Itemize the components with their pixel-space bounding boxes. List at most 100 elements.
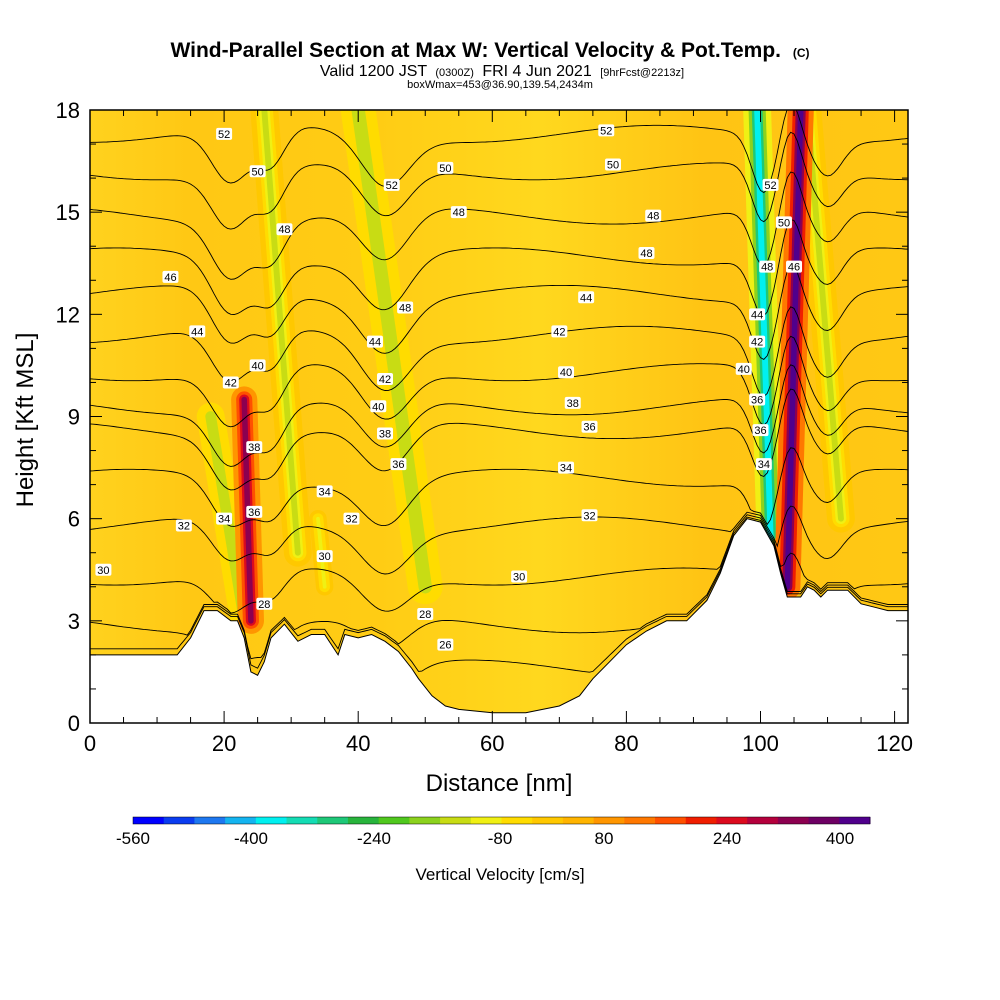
contour-label-text: 32: [583, 510, 595, 522]
contour-label-bg: [638, 247, 655, 260]
theta-contour-30: [90, 514, 908, 614]
y-tick-label: 0: [68, 711, 80, 736]
contour-label-bg: [578, 291, 595, 304]
colorbar-swatch: [440, 817, 472, 824]
contour-label-text: 44: [751, 309, 763, 321]
contour-label-bg: [383, 178, 400, 191]
contour-label-text: 42: [379, 374, 391, 386]
contour-label-text: 34: [319, 486, 331, 498]
colorbar-swatch: [716, 817, 748, 824]
downdraft-5: [793, 110, 855, 533]
y-tick-label: 9: [68, 405, 80, 430]
contour-label-text: 40: [372, 401, 384, 413]
colorbar-swatch: [839, 817, 871, 824]
contour-label-text: 28: [419, 609, 431, 621]
contour-label-text: 50: [607, 159, 619, 171]
contour-label-text: 42: [751, 337, 763, 349]
contour-label-bg: [246, 441, 263, 454]
contour-label-bg: [189, 325, 206, 338]
y-tick-label: 3: [68, 609, 80, 634]
contour-label-bg: [256, 597, 273, 610]
contour-label: 40: [249, 359, 266, 372]
plot-area: 52 50 48 46 44 42 40 38 36 34 32 30 28 34 30 32 52 50 48 48…: [89, 109, 909, 724]
contour-label-bg: [390, 458, 407, 471]
downdraft-4-layer: [261, 110, 301, 556]
contour-label: 42: [377, 373, 394, 386]
colorbar-swatch: [808, 817, 840, 824]
contour-label: 38: [377, 427, 394, 441]
contour-label-bg: [558, 461, 575, 474]
contour-label-text: 44: [580, 292, 592, 304]
contour-label: 28: [417, 608, 434, 621]
contour-label-text: 30: [319, 551, 331, 563]
colorbar-swatch: [777, 817, 810, 824]
contour-label-bg: [551, 325, 568, 338]
contour-label-bg: [786, 260, 803, 273]
contour-label: 48: [397, 301, 414, 315]
contour-label: 48: [645, 209, 662, 223]
contour-label-text: 40: [738, 364, 750, 376]
contour-label-bg: [752, 424, 769, 437]
contour-label: 36: [246, 505, 263, 519]
contour-label-bg: [735, 362, 752, 375]
downdraft-4: [250, 110, 312, 567]
contour-label-bg: [581, 509, 598, 522]
contour-label-bg: [558, 366, 575, 379]
contour-label: 32: [175, 519, 192, 532]
contour-label-text: 48: [453, 207, 465, 219]
contour-label-text: 40: [251, 360, 263, 372]
contour-label-bg: [316, 485, 333, 498]
contour-label-text: 38: [379, 429, 391, 441]
contour-label-text: 50: [439, 163, 451, 175]
contour-label: 40: [735, 362, 752, 376]
contour-label-bg: [749, 308, 766, 321]
x-tick-label: 60: [480, 731, 504, 756]
contour-label: 48: [638, 247, 655, 260]
contour-label-bg: [581, 420, 598, 433]
contour-label-text: 40: [560, 367, 572, 379]
contour-label-text: 48: [761, 262, 773, 274]
contour-label-text: 48: [278, 224, 290, 236]
y-tick-label: 6: [68, 507, 80, 532]
contour-label-bg: [755, 458, 772, 471]
x-tick-label: 20: [212, 731, 236, 756]
chart-title-main: Wind-Parallel Section at Max W: Vertical…: [170, 39, 781, 62]
colorbar-swatch: [194, 817, 226, 824]
colorbar-swatch: [562, 817, 595, 824]
contour-label-bg: [762, 178, 779, 191]
colorbar-swatch: [655, 817, 687, 824]
colorbar-swatch: [133, 817, 165, 824]
contour-label: 40: [558, 366, 575, 379]
contour-label: 36: [581, 420, 598, 434]
subtitle-forecast: [9hrFcst@2213z]: [600, 67, 684, 79]
contour-label: 36: [390, 458, 407, 471]
contour-label: 50: [437, 161, 454, 175]
contour-label-bg: [276, 223, 293, 236]
contour-label-bg: [759, 260, 776, 273]
contour-label-bg: [316, 550, 333, 563]
x-axis-label: Distance [nm]: [426, 770, 573, 797]
contour-label-bg: [417, 608, 434, 621]
y-tick-label: 18: [56, 98, 80, 123]
colorbar-tick-label: -400: [234, 829, 268, 848]
contour-label-text: 52: [386, 180, 398, 192]
contour-label: 34: [558, 461, 575, 475]
downdraft-2-layer: [354, 110, 429, 591]
contour-label: 52: [598, 124, 615, 137]
contour-label-bg: [370, 400, 387, 413]
contour-label-bg: [437, 161, 454, 174]
contour-label-bg: [249, 359, 266, 372]
colorbar-swatch: [378, 817, 410, 824]
contour-label: 34: [755, 458, 772, 471]
chart-subtitle-2: boxWmax=453@36.90,139.54,2434m: [407, 79, 593, 91]
colorbar-swatch: [163, 817, 195, 824]
contour-label: 42: [749, 335, 766, 349]
colorbar-swatch: [347, 817, 380, 824]
theta-contour-28: [90, 516, 908, 660]
theta-contour-44: [90, 264, 908, 360]
colorbar-swatch: [501, 817, 533, 824]
contour-label-text: 36: [751, 394, 763, 406]
theta-contour-52: [90, 110, 908, 194]
contour-label-text: 30: [97, 565, 109, 577]
